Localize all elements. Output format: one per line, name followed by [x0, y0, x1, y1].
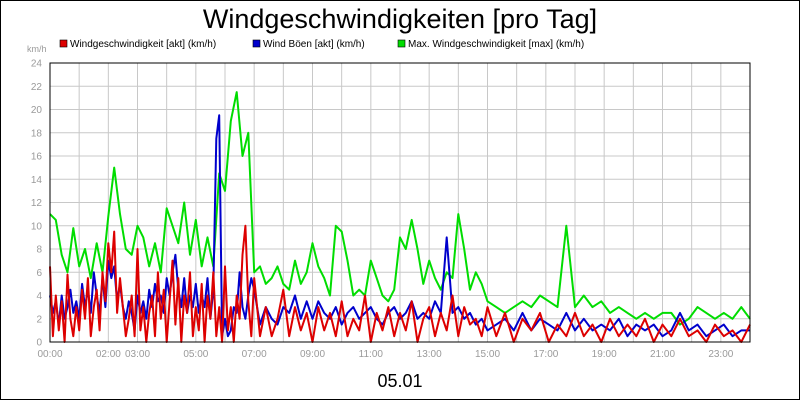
x-tick-label: 17:00: [533, 349, 558, 360]
legend-label-0: Windgeschwindigkeit [akt] (km/h): [70, 39, 216, 50]
y-tick-label: 16: [31, 152, 43, 163]
x-tick-label: 23:00: [708, 349, 733, 360]
series-line-2: [49, 91, 751, 326]
plot-border: [49, 62, 751, 343]
legend-swatch-1: [252, 39, 261, 48]
y-tick-label: 20: [31, 105, 43, 116]
x-tick-label: 09:00: [300, 349, 325, 360]
y-tick-label: 4: [36, 291, 42, 302]
y-tick-label: 2: [36, 314, 42, 325]
x-tick-label: 02:00: [96, 349, 121, 360]
y-tick-label: 6: [36, 268, 42, 279]
legend-label-2: Max. Windgeschwindigkeit [max] (km/h): [408, 39, 584, 50]
chart-title: Windgeschwindigkeiten [pro Tag]: [203, 4, 597, 34]
x-tick-label: 15:00: [475, 349, 500, 360]
x-tick-label: 00:00: [37, 349, 62, 360]
x-tick-label: 13:00: [417, 349, 442, 360]
x-tick-label: 21:00: [650, 349, 675, 360]
y-tick-label: 22: [31, 82, 43, 93]
y-tick-label: 8: [36, 245, 42, 256]
legend-label-1: Wind Böen [akt] (km/h): [263, 39, 365, 50]
date-label: 05.01: [377, 371, 422, 391]
series-line-0: [49, 224, 751, 343]
legend-swatch-2: [397, 39, 406, 48]
x-tick-label: 05:00: [183, 349, 208, 360]
y-tick-label: 14: [31, 175, 43, 186]
y-axis-unit: km/h: [27, 44, 47, 54]
legend: Windgeschwindigkeit [akt] (km/h) Wind Böe…: [59, 39, 584, 50]
y-tick-label: 12: [31, 198, 43, 209]
x-tick-label: 03:00: [125, 349, 150, 360]
x-tick-label: 19:00: [592, 349, 617, 360]
y-tick-label: 18: [31, 128, 43, 139]
y-tick-label: 10: [31, 221, 43, 232]
x-tick-label: 11:00: [359, 349, 384, 360]
legend-swatch-0: [59, 39, 68, 48]
x-tick-label: 07:00: [242, 349, 267, 360]
y-tick-label: 0: [36, 338, 42, 349]
y-tick-label: 24: [31, 59, 43, 70]
